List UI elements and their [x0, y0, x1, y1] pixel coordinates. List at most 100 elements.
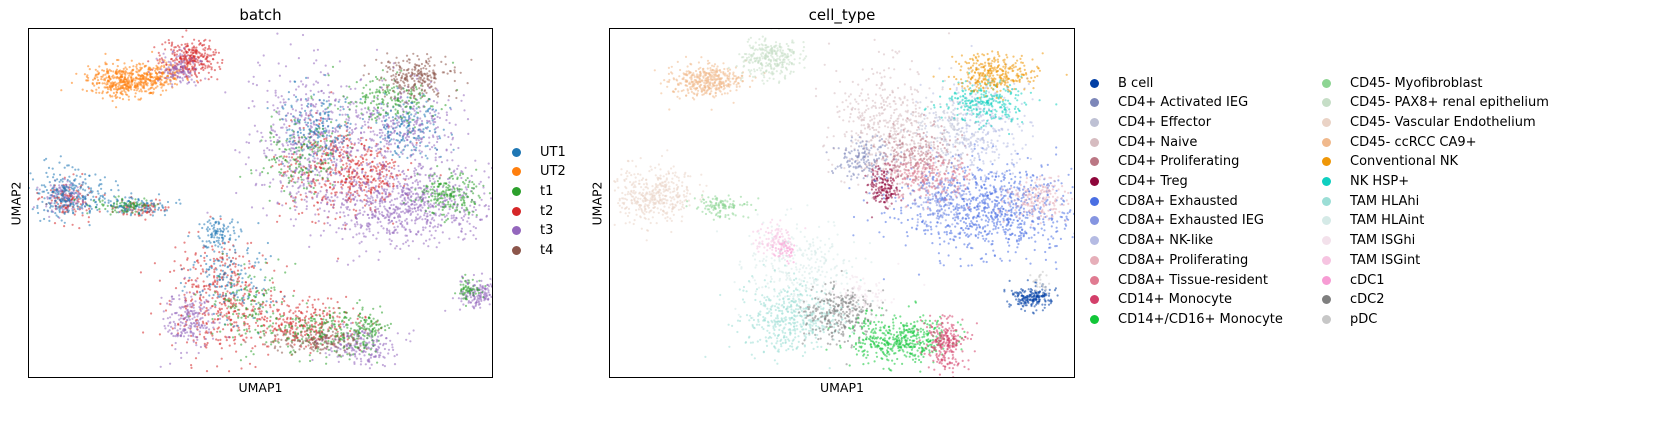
legend-label: t4	[540, 243, 554, 258]
legend-marker	[1090, 98, 1099, 108]
legend-label: TAM ISGhi	[1350, 233, 1416, 249]
points-cd4-activated-ieg	[825, 134, 905, 183]
legend-item-cd4-naive: CD4+ Naive	[1090, 133, 1197, 151]
legend-marker	[1322, 275, 1331, 285]
legend-label: TAM HLAhi	[1350, 193, 1420, 209]
legend-marker	[1090, 177, 1099, 186]
cell-type-umap-plot	[609, 28, 1075, 378]
legend-item-cd8a-exhausted-ieg: CD8A+ Exhausted IEG	[1090, 212, 1264, 230]
batch-x-axis-label: UMAP1	[238, 380, 283, 395]
legend-item-tam-hlaint: TAM HLAint	[1322, 212, 1424, 230]
legend-marker	[512, 186, 521, 196]
legend-item-cd4-treg: CD4+ Treg	[1090, 173, 1188, 191]
legend-marker	[1322, 137, 1331, 147]
cell-type-x-axis-label: UMAP1	[820, 380, 864, 395]
legend-label: CD14+ Monocyte	[1118, 292, 1232, 308]
legend-label: Conventional NK	[1350, 154, 1459, 170]
legend-label: TAM HLAint	[1350, 213, 1425, 229]
legend-label: CD45- Vascular Endothelium	[1350, 114, 1536, 130]
batch-plot-title: batch	[239, 6, 282, 24]
legend-marker	[512, 206, 521, 216]
legend-marker	[1090, 295, 1099, 305]
legend-label: CD4+ Naive	[1118, 134, 1198, 150]
legend-label: UT2	[540, 164, 566, 180]
legend-marker	[1090, 117, 1099, 127]
legend-label: cDC1	[1350, 272, 1385, 288]
legend-marker	[1090, 275, 1099, 285]
legend-item-cd4-effector: CD4+ Effector	[1090, 113, 1211, 131]
points-cd4-naive	[814, 32, 994, 209]
legend-item-t2: t2	[512, 202, 553, 220]
legend-item-b-cell: B cell	[1090, 74, 1153, 92]
legend-marker	[1090, 255, 1099, 265]
legend-label: CD45- PAX8+ renal epithelium	[1350, 95, 1549, 111]
legend-item-nk-hsp: NK HSP+	[1322, 173, 1409, 191]
legend-label: B cell	[1118, 75, 1154, 91]
cell-type-plot-title: cell_type	[808, 6, 876, 24]
legend-item-cd4-proliferating: CD4+ Proliferating	[1090, 153, 1239, 171]
legend-marker	[512, 246, 521, 255]
legend-item-cd8a-proliferating: CD8A+ Proliferating	[1090, 251, 1248, 269]
legend-item-cdc1: cDC1	[1322, 271, 1385, 289]
points-conventional-nk	[932, 50, 1068, 101]
points-cd45-myofibroblast	[685, 194, 760, 221]
legend-item-pdc: pDC	[1322, 310, 1377, 328]
legend-label: CD14+/CD16+ Monocyte	[1118, 311, 1283, 327]
points-t3	[32, 32, 492, 370]
legend-marker	[1090, 236, 1099, 246]
legend-marker	[1322, 98, 1331, 108]
legend-label: CD8A+ Exhausted	[1118, 193, 1238, 209]
points-nk-hsp	[923, 72, 1058, 136]
legend-label: CD8A+ Exhausted IEG	[1118, 213, 1265, 229]
legend-marker	[1322, 216, 1331, 226]
legend-label: cDC2	[1350, 292, 1385, 308]
points-t1	[73, 61, 491, 365]
points-cd45-vascular-endothelium	[613, 149, 708, 242]
legend-label: CD4+ Activated IEG	[1118, 95, 1249, 111]
points-b-cell	[1003, 279, 1059, 315]
legend-marker	[1322, 157, 1331, 167]
points-cd45-ccrcc-ca9	[653, 55, 766, 111]
points-cd4-effector	[900, 67, 996, 180]
cell-type-y-axis-label: UMAP2	[589, 181, 605, 226]
legend-item-ut2: UT2	[512, 163, 566, 181]
legend-item-t4: t4	[512, 242, 553, 260]
legend-marker	[512, 167, 521, 177]
legend-item-conventional-nk: Conventional NK	[1322, 153, 1458, 171]
legend-marker	[512, 226, 521, 236]
legend-label: TAM ISGint	[1350, 252, 1421, 268]
legend-marker	[1090, 137, 1099, 147]
legend-item-tam-isghi: TAM ISGhi	[1322, 232, 1415, 250]
points-t4	[244, 52, 473, 357]
legend-item-cdc2: cDC2	[1322, 291, 1385, 309]
legend-label: t3	[540, 223, 554, 239]
legend-label: CD45- ccRCC CA9+	[1350, 134, 1477, 150]
legend-label: CD8A+ NK-like	[1118, 233, 1214, 249]
legend-marker	[1322, 314, 1331, 324]
legend-marker	[1090, 78, 1099, 88]
legend-item-cd8a-exhausted: CD8A+ Exhausted	[1090, 192, 1238, 210]
legend-item-cd8a-tissue-resident: CD8A+ Tissue-resident	[1090, 271, 1268, 289]
legend-marker	[1322, 117, 1331, 127]
legend-item-tam-hlahi: TAM HLAhi	[1322, 192, 1419, 210]
batch-scatter	[29, 29, 492, 373]
legend-item-tam-isgint: TAM ISGint	[1322, 251, 1420, 269]
points-cd45-pax8-renal-epithelium	[727, 29, 808, 85]
legend-label: CD4+ Proliferating	[1118, 154, 1240, 170]
legend-marker	[512, 147, 521, 157]
legend-marker	[1322, 236, 1331, 246]
cell-type-scatter	[613, 29, 1074, 377]
points-cd14-monocyte	[916, 314, 978, 377]
legend-item-t3: t3	[512, 222, 553, 240]
points-cd14-cd16-monocyte	[825, 300, 966, 373]
legend-label: UT1	[540, 144, 566, 160]
legend-label: t1	[540, 183, 554, 199]
legend-label: NK HSP+	[1350, 174, 1410, 189]
legend-item-t1: t1	[512, 182, 553, 200]
legend-marker	[1090, 314, 1099, 324]
legend-label: CD4+ Treg	[1118, 174, 1188, 189]
points-tam-isghi	[824, 262, 926, 319]
points-cd8a-tissue-resident	[874, 147, 971, 210]
points-cd8a-proliferating	[997, 175, 1074, 226]
legend-item-cd45-myofibroblast: CD45- Myofibroblast	[1322, 74, 1482, 92]
